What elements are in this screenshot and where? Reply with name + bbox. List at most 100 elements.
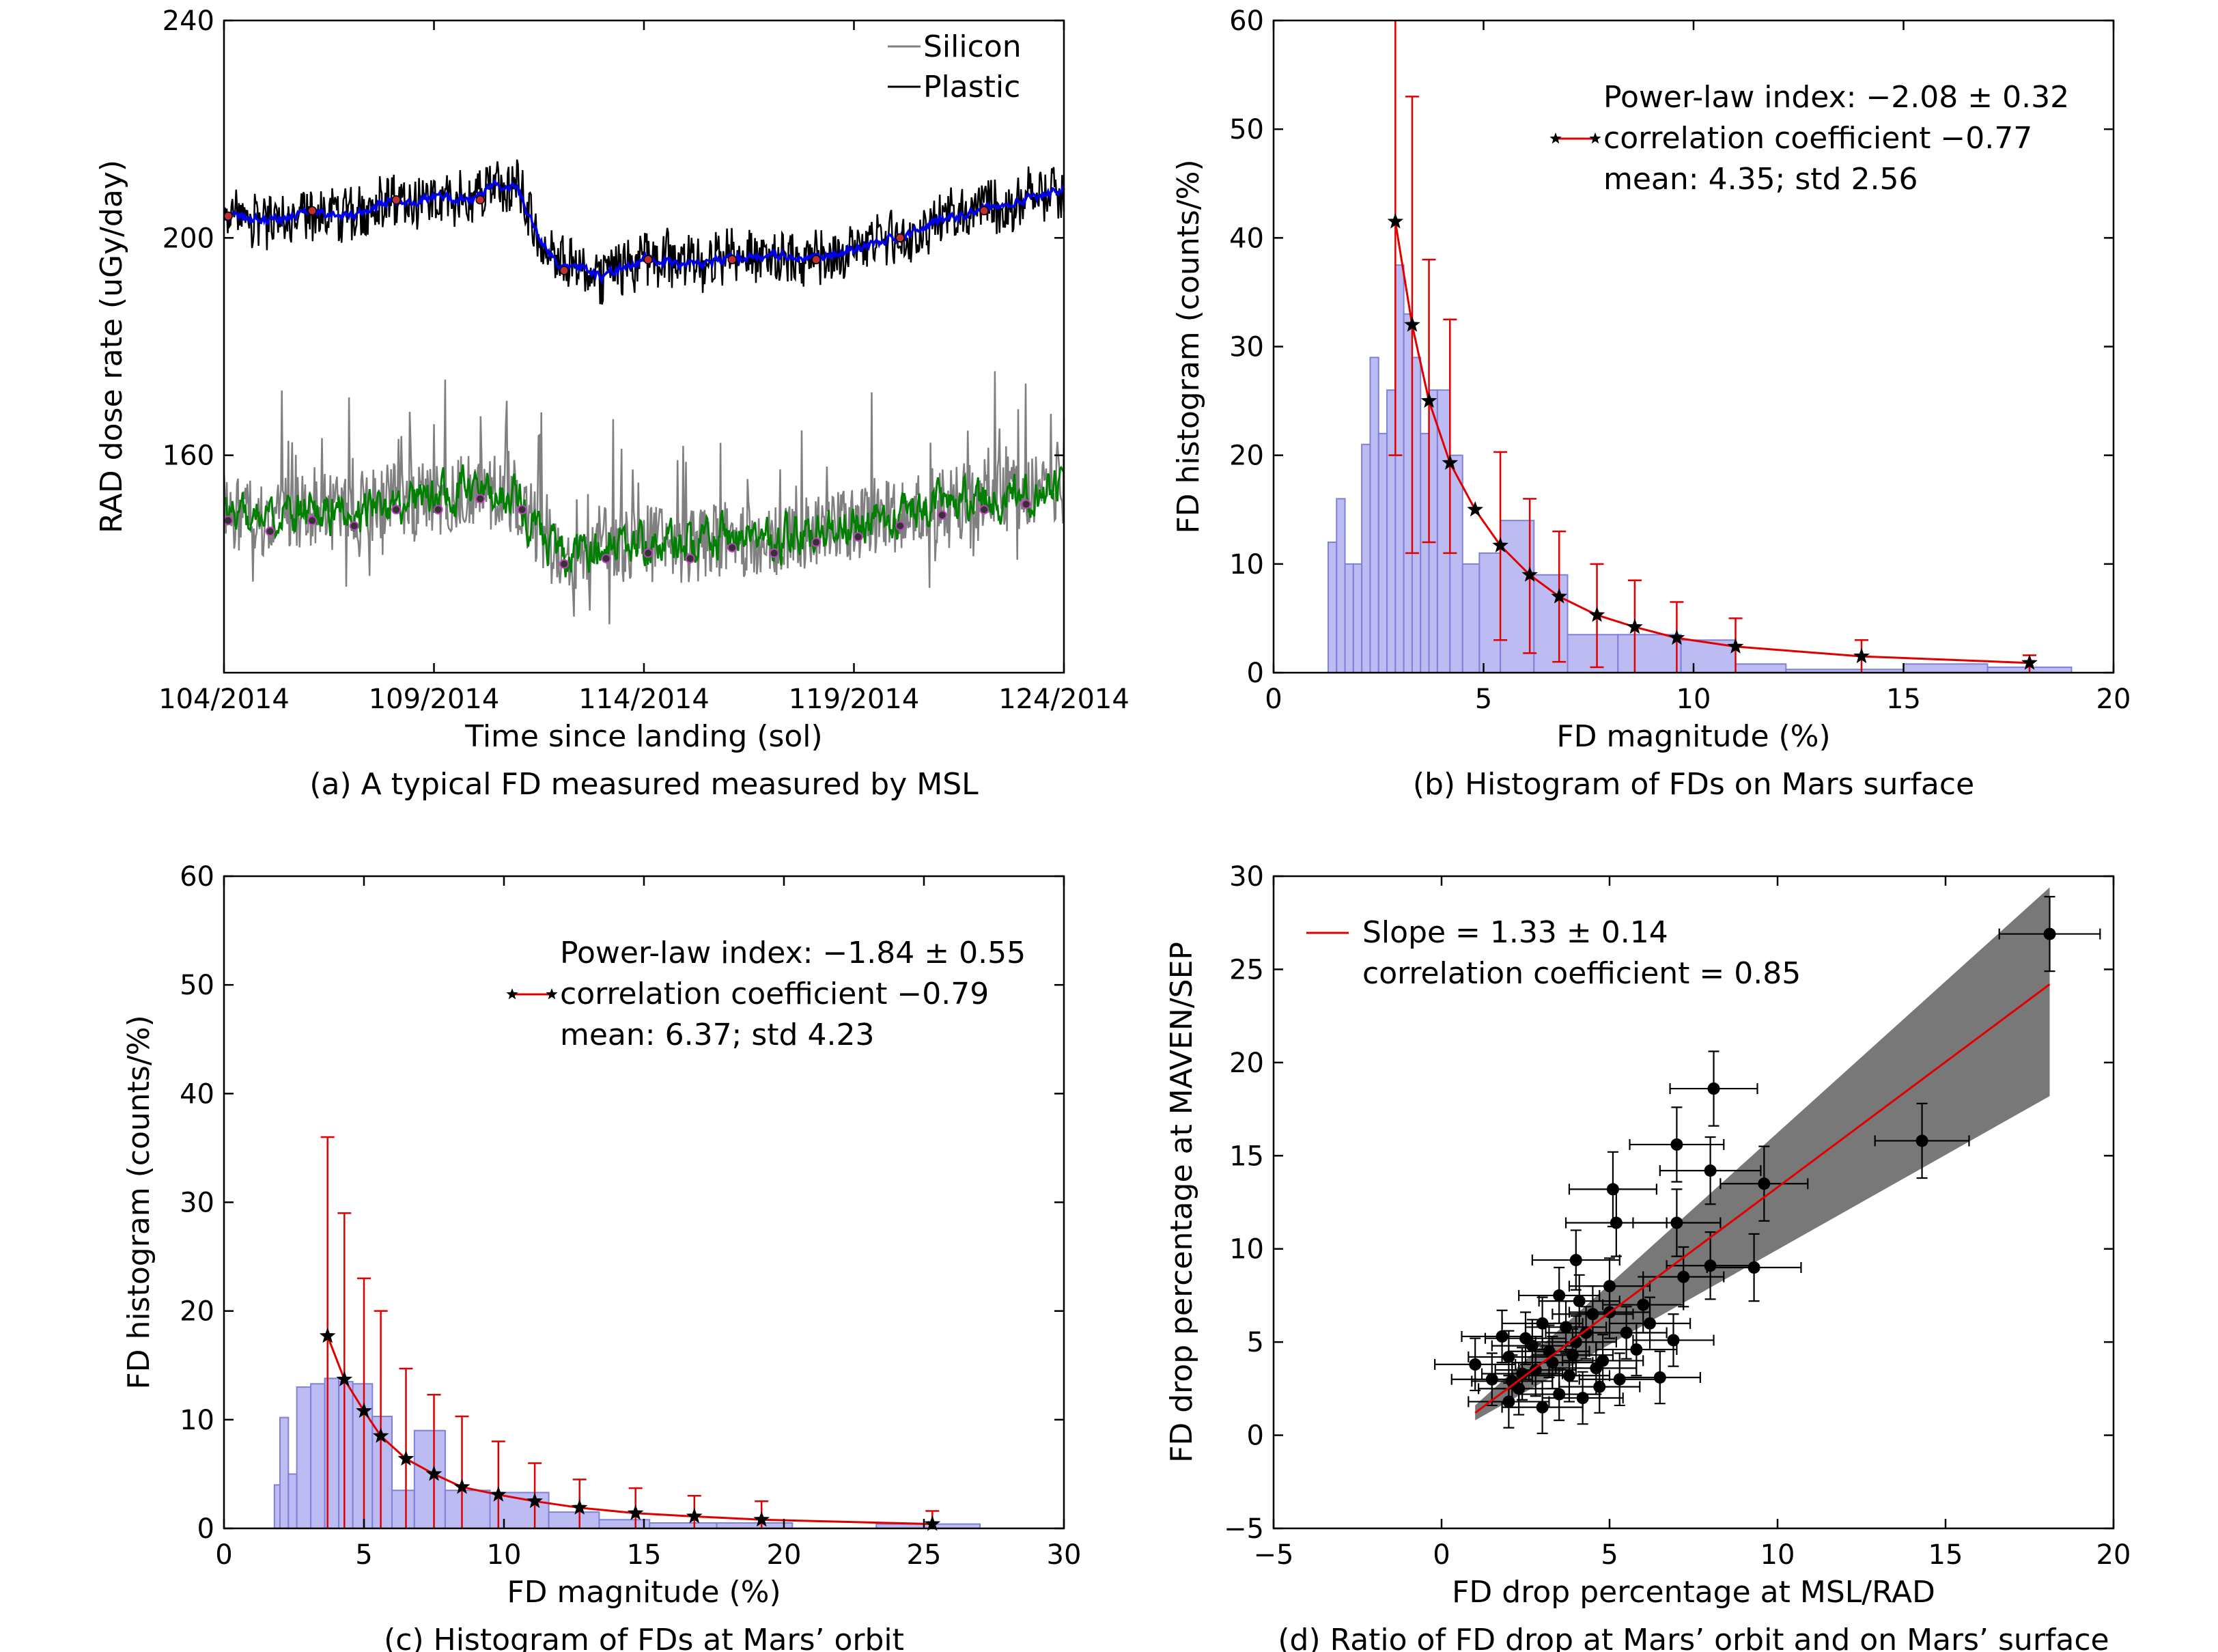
- data-point: [1553, 1289, 1566, 1302]
- plastic-daily-marker: [979, 206, 989, 216]
- y-tick-label: 20: [1229, 1048, 1264, 1079]
- x-tick-label: 109/2014: [369, 684, 500, 715]
- data-point: [1566, 1349, 1579, 1362]
- annotation-line: Power-law index: −2.08 ± 0.32: [1603, 80, 2069, 115]
- silicon-daily-marker: [1021, 499, 1031, 509]
- fit-point-star: [490, 1486, 507, 1502]
- panel-b-surface-histogram: 0 5 10 15 20 0 10 20 30 40 50 60 FD magnitude (%) FD …: [1171, 5, 2131, 802]
- histogram-bar: [310, 1383, 326, 1530]
- data-point: [1630, 1343, 1643, 1356]
- silicon-daily-marker: [685, 553, 695, 563]
- silicon-daily-marker: [265, 527, 275, 537]
- histogram-bar: [279, 1416, 290, 1529]
- histogram-bar: [287, 1473, 298, 1530]
- confidence-band: [1475, 887, 2050, 1420]
- silicon-daily-marker: [979, 505, 989, 515]
- fit-point-star: [1467, 501, 1484, 517]
- data-point: [1502, 1395, 1515, 1408]
- x-tick-label: 0: [1433, 1539, 1450, 1571]
- x-tick-label: 10: [1760, 1539, 1795, 1571]
- plastic-daily-marker: [391, 195, 401, 205]
- histogram-bar: [1394, 264, 1405, 673]
- fit-point-star: [1588, 606, 1605, 622]
- y-axis-label: FD histogram (counts/%): [122, 1015, 156, 1389]
- histogram-bar: [548, 1511, 600, 1529]
- plastic-daily-marker: [475, 195, 485, 205]
- legend-plastic-label: Plastic: [923, 70, 1020, 104]
- silicon-daily-marker: [517, 505, 527, 515]
- y-tick-label: 10: [180, 1405, 214, 1436]
- data-point: [1502, 1350, 1515, 1363]
- annotation-line: Slope = 1.33 ± 0.14: [1362, 915, 1668, 950]
- plot-frame: [1272, 875, 2115, 1530]
- linear-fit-line: [1474, 983, 2051, 1414]
- x-tick-label: 124/2014: [998, 684, 1129, 715]
- fit-point-star: [1492, 537, 1508, 552]
- fit-point-star: [924, 1515, 941, 1531]
- plastic-daily-marker: [895, 233, 905, 243]
- y-tick-label: 0: [1247, 658, 1264, 689]
- data-point: [1667, 1334, 1680, 1347]
- x-tick-label: 119/2014: [789, 684, 920, 715]
- data-point: [1516, 1367, 1529, 1380]
- legend-fit-star: [506, 988, 518, 1000]
- histogram-bar: [1461, 563, 1480, 673]
- silicon-daily-marker: [811, 537, 822, 547]
- fit-point-star: [1551, 588, 1568, 604]
- y-tick-label: −5: [1224, 1513, 1264, 1545]
- data-point: [1590, 1362, 1603, 1375]
- x-axis-label: FD magnitude (%): [507, 1575, 781, 1610]
- x-tick-label: 20: [2096, 684, 2131, 715]
- histogram-bar: [1336, 498, 1346, 673]
- fit-point-star: [753, 1511, 770, 1527]
- x-axis-label: Time since landing (sol): [464, 719, 822, 754]
- silicon-daily-marker: [769, 548, 779, 558]
- x-tick-label: 5: [1475, 684, 1492, 715]
- fit-point-star: [372, 1427, 389, 1443]
- data-point: [1586, 1308, 1599, 1321]
- annotation-line: correlation coefficient = 0.85: [1362, 956, 1801, 991]
- x-tick-label: 15: [1886, 684, 1921, 715]
- y-tick-label: 30: [180, 1188, 214, 1219]
- fit-point-star: [1727, 638, 1744, 654]
- fit-point-star: [1442, 454, 1459, 470]
- panel-caption: (b) Histogram of FDs on Mars surface: [1413, 767, 1974, 802]
- y-tick-label: 0: [197, 1513, 214, 1545]
- y-tick-label: 10: [1229, 1234, 1264, 1265]
- silicon-daily-marker: [391, 505, 402, 515]
- y-tick-label: 20: [180, 1296, 214, 1328]
- x-axis-label: FD magnitude (%): [1556, 719, 1830, 754]
- fit-point-star: [1420, 392, 1437, 408]
- x-tick-label: 20: [2096, 1539, 2131, 1571]
- y-tick-label: 10: [1229, 549, 1264, 580]
- legend-silicon-label: Silicon: [923, 29, 1022, 64]
- histogram-bar: [1428, 389, 1438, 674]
- fit-point-star: [397, 1450, 415, 1466]
- y-tick-label: 60: [1229, 5, 1264, 37]
- y-tick-label: 60: [180, 861, 214, 893]
- silicon-daily-marker: [559, 559, 570, 569]
- panel-a-dose-rate: 104/2014 109/2014 114/2014 119/2014 124/2014…: [94, 5, 1129, 802]
- y-tick-label: 240: [163, 5, 214, 37]
- histogram-bar: [352, 1383, 374, 1530]
- data-point: [1576, 1392, 1589, 1404]
- y-tick-label: 30: [1229, 332, 1264, 363]
- y-tick-label: 40: [180, 1078, 214, 1110]
- x-tick-label: 0: [1265, 684, 1282, 715]
- histogram-bar: [391, 1489, 415, 1530]
- histogram-bar: [1327, 542, 1338, 673]
- plastic-series-line: [223, 159, 1065, 305]
- silicon-daily-marker: [937, 510, 947, 520]
- y-tick-label: 50: [180, 970, 214, 1001]
- silicon-daily-marker: [349, 521, 359, 531]
- plastic-daily-marker: [307, 206, 317, 216]
- panel-c-orbit-histogram: 0 5 10 15 20 25 30 0 10 20 30 40 50 60 FD magnitude (%…: [122, 861, 1081, 1652]
- silicon-smoothed-line: [223, 464, 1065, 578]
- silicon-series-line: [223, 371, 1065, 625]
- y-tick-label: 160: [163, 440, 214, 472]
- silicon-daily-marker: [643, 548, 654, 558]
- data-point: [1653, 1371, 1666, 1384]
- x-tick-label: 5: [355, 1539, 372, 1571]
- data-point: [2043, 927, 2056, 940]
- silicon-daily-marker: [475, 494, 486, 504]
